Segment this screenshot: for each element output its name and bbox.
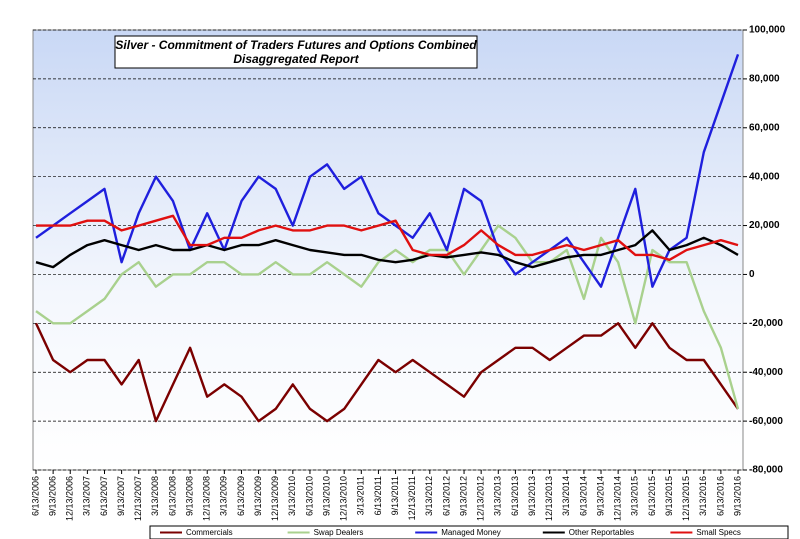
series-lines (34, 54, 740, 423)
y-tick-label: -20,000 (749, 318, 783, 329)
x-tick-label: 6/13/2006 (30, 476, 40, 516)
x-tick-label: 6/13/2010 (304, 476, 314, 516)
series-line (35, 54, 740, 288)
x-tick-label: 3/13/2009 (219, 476, 229, 516)
x-tick-label: 6/13/2011 (373, 476, 383, 515)
x-tick-label: 9/13/2008 (184, 476, 194, 516)
title-box (114, 35, 478, 69)
y-tick-label: 20,000 (749, 220, 780, 231)
series-line (34, 322, 739, 423)
x-tick-label: 6/13/2007 (99, 476, 109, 516)
x-tick-label: 9/13/2011 (390, 476, 400, 515)
x-tick-label: 12/13/2013 (544, 476, 554, 521)
legend-label: Commercials (186, 528, 233, 537)
x-tick-label: 12/13/2015 (681, 476, 691, 521)
x-tick-label: 9/13/2013 (527, 476, 537, 516)
x-tick-label: 9/13/2015 (664, 476, 674, 516)
legend-label: Small Specs (696, 528, 740, 537)
y-tick-label: 80,000 (749, 74, 780, 85)
series-line (35, 229, 739, 269)
legend-items: Commercials Swap Dealers Managed Money Othe… (160, 528, 741, 537)
x-tick-label: 6/13/2014 (578, 476, 588, 516)
x-tick-label: 12/13/2012 (476, 476, 486, 521)
x-tick-label: 9/13/2009 (253, 476, 263, 516)
x-tick-label: 3/13/2015 (630, 476, 640, 516)
x-tick-label: 9/13/2014 (595, 476, 605, 516)
x-tick-label: 9/13/2012 (458, 476, 468, 516)
x-tick-label: 12/13/2008 (202, 476, 212, 521)
legend-label: Managed Money (441, 528, 501, 537)
x-tick-label: 3/13/2012 (424, 476, 434, 516)
x-tick-label: 6/13/2016 (715, 476, 725, 516)
x-tick-label: 9/13/2010 (321, 476, 331, 516)
x-tick-label: 6/13/2009 (236, 476, 246, 516)
x-tick-label: 3/13/2010 (287, 476, 297, 516)
y-tick-label: -60,000 (749, 416, 783, 427)
x-tick-label: 12/13/2010 (339, 476, 349, 521)
legend-label: Swap Dealers (314, 528, 364, 537)
legend (149, 525, 789, 539)
y-tick-label: 40,000 (749, 171, 780, 182)
series-line (35, 224, 740, 410)
x-tick-label: 12/13/2011 (407, 476, 417, 520)
x-tick-label: 9/13/2007 (116, 476, 126, 516)
y-tick-label: -80,000 (749, 465, 783, 476)
x-tick-label: 6/13/2008 (167, 476, 177, 516)
x-tick-label: 3/13/2014 (561, 476, 571, 516)
x-tick-label: 3/13/2013 (493, 476, 503, 516)
x-tick-label: 6/13/2013 (510, 476, 520, 516)
y-tick-label: 60,000 (749, 122, 780, 133)
x-tick-label: 3/13/2008 (150, 476, 160, 516)
grid (33, 29, 747, 474)
x-tick-label: 12/13/2009 (270, 476, 280, 521)
x-tick-label: 9/13/2006 (47, 476, 57, 516)
series-line (36, 214, 739, 261)
x-tick-label: 3/13/2011 (356, 476, 366, 515)
chart-title: Silver - Commitment of Traders Futures a… (115, 38, 477, 52)
y-tick-label: -40,000 (749, 367, 783, 378)
y-tick-label: 100,000 (749, 25, 786, 36)
x-tick-label: 12/13/2006 (65, 476, 75, 521)
y-tick-label: 0 (749, 269, 755, 280)
plot-area (32, 29, 744, 471)
chart-subtitle: Disaggregated Report (233, 52, 359, 66)
x-tick-label: 3/13/2007 (82, 476, 92, 516)
x-tick-label: 6/13/2015 (647, 476, 657, 516)
x-tick-label: 12/13/2007 (133, 476, 143, 521)
x-tick-label: 3/13/2016 (698, 476, 708, 516)
x-tick-label: 9/13/2016 (732, 476, 742, 516)
x-tick-label: 12/13/2014 (613, 476, 623, 521)
legend-label: Other Reportables (569, 528, 634, 537)
x-tick-label: 6/13/2012 (441, 476, 451, 516)
